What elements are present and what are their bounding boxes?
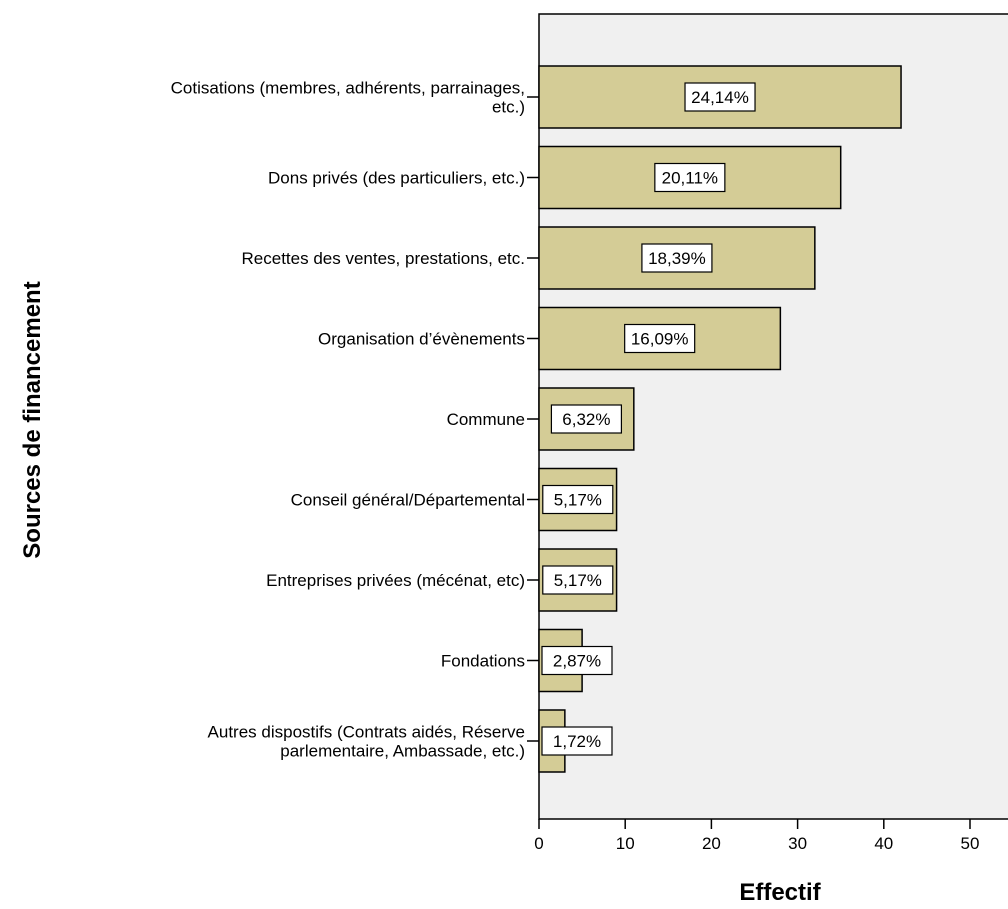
category-label: Commune	[447, 410, 525, 429]
x-axis: 0 10 20 30 40 50	[534, 819, 979, 853]
category-label: Recettes des ventes, prestations, etc.	[242, 249, 525, 268]
category-label: Entreprises privées (mécénat, etc)	[266, 571, 525, 590]
y-axis: Cotisations (membres, adhérents, parrain…	[171, 79, 539, 761]
x-tick-label: 10	[616, 834, 635, 853]
x-tick-label: 0	[534, 834, 543, 853]
category-label: Conseil général/Départemental	[291, 491, 525, 510]
data-label: 5,17%	[554, 491, 602, 510]
x-tick-label: 30	[788, 834, 807, 853]
x-tick-label: 50	[961, 834, 980, 853]
data-label: 20,11%	[662, 169, 718, 188]
data-label: 16,09%	[631, 330, 689, 349]
data-label: 2,87%	[553, 652, 601, 671]
category-label: parlementaire, Ambassade, etc.)	[280, 742, 525, 761]
x-axis-title: Effectif	[739, 879, 821, 906]
data-label: 1,72%	[553, 732, 601, 751]
data-label: 5,17%	[554, 571, 602, 590]
category-label: etc.)	[492, 98, 525, 117]
category-label: Fondations	[441, 652, 525, 671]
category-label: Cotisations (membres, adhérents, parrain…	[171, 79, 525, 98]
data-label: 24,14%	[691, 88, 749, 107]
data-label: 6,32%	[562, 410, 610, 429]
x-tick-label: 20	[702, 834, 721, 853]
y-axis-title: Sources de financement	[19, 281, 46, 558]
category-label: Dons privés (des particuliers, etc.)	[268, 169, 525, 188]
x-tick-label: 40	[874, 834, 893, 853]
category-label: Organisation d’évènements	[318, 330, 525, 349]
data-label: 18,39%	[648, 249, 706, 268]
category-label: Autres dispostifs (Contrats aidés, Réser…	[208, 723, 525, 742]
